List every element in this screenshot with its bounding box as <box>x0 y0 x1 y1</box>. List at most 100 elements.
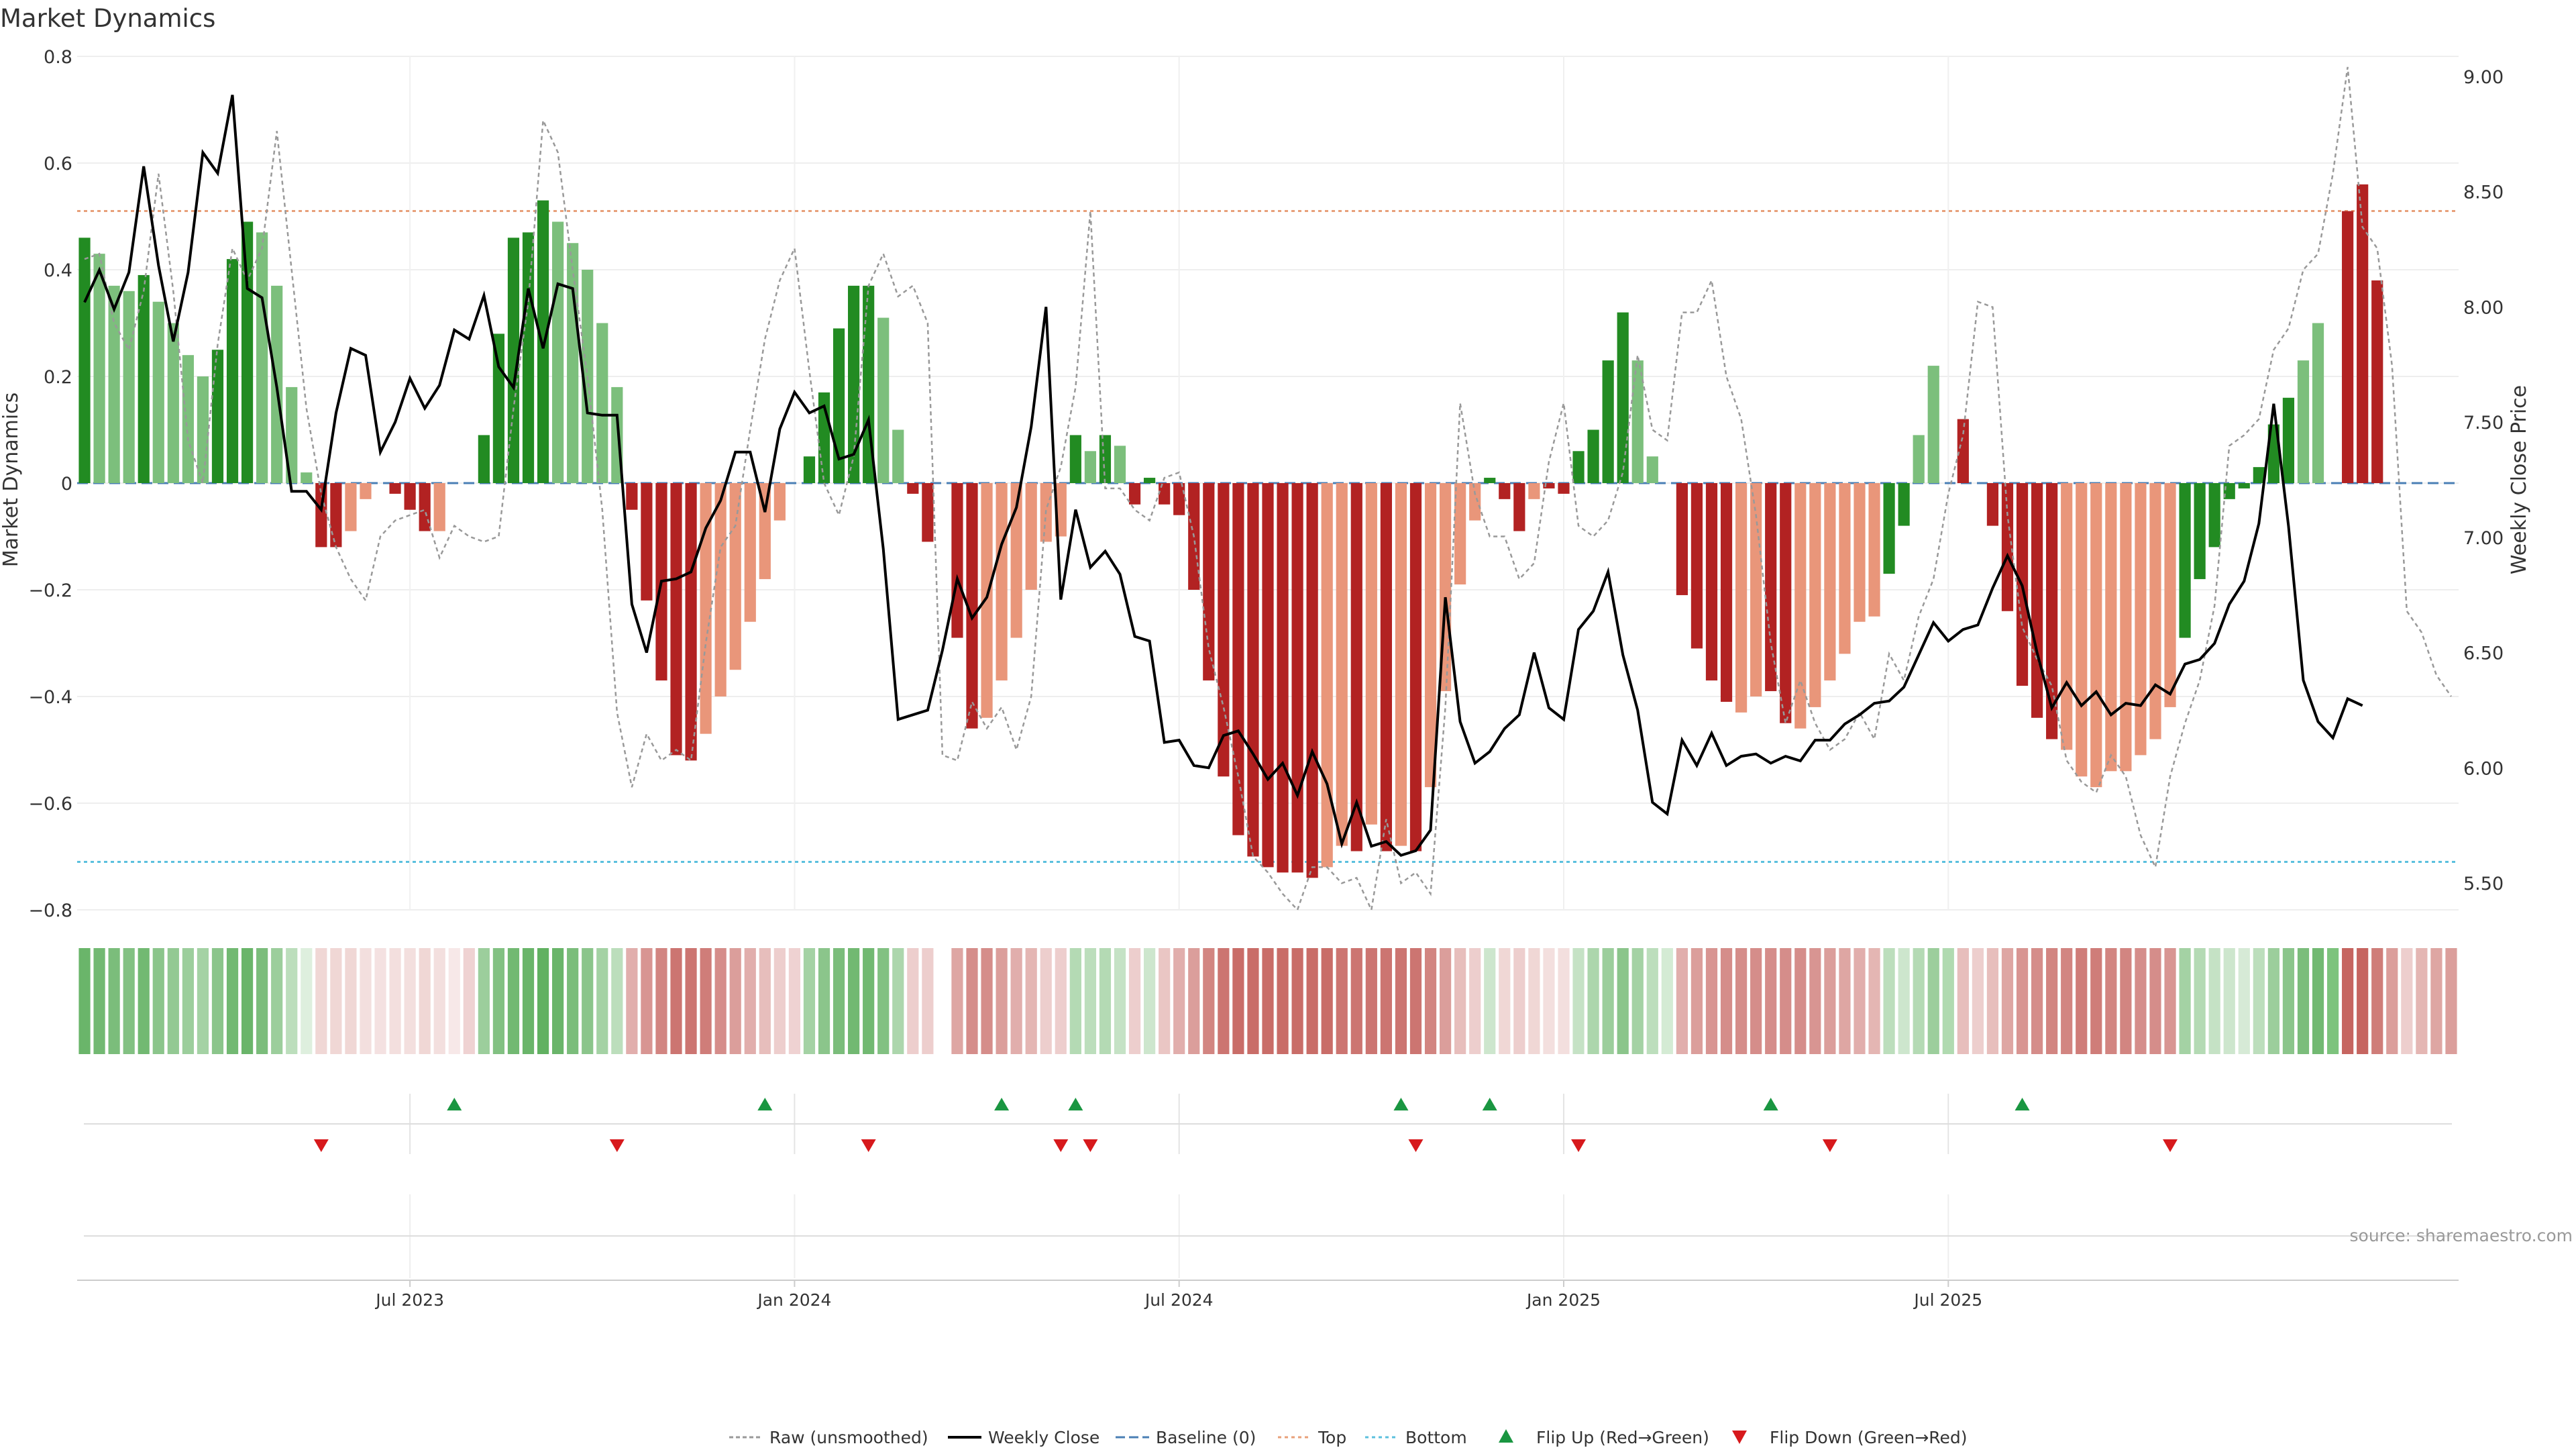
strip-cell <box>1780 948 1792 1054</box>
strip-cell <box>93 948 105 1054</box>
strip-cell <box>360 948 372 1054</box>
strip-cell <box>1499 948 1511 1054</box>
bar <box>1986 483 1999 526</box>
strip-cell <box>1705 948 1718 1054</box>
strip-cell <box>1395 948 1407 1054</box>
strip-cell <box>1040 948 1052 1054</box>
bar <box>1513 483 1525 531</box>
strip-cell <box>330 948 342 1054</box>
bar <box>1232 483 1244 835</box>
bar <box>2061 483 2073 750</box>
strip-cell <box>1055 948 1067 1054</box>
bar <box>1484 478 1496 483</box>
bar <box>1720 483 1733 702</box>
strip-cell <box>1069 948 1081 1054</box>
strip-cell <box>78 948 91 1054</box>
strip-cell <box>1942 948 1954 1054</box>
strip-cell <box>1587 948 1599 1054</box>
strip-cell <box>951 948 963 1054</box>
y-tick-label-left: −0.8 <box>28 900 72 921</box>
strip-cell <box>1232 948 1244 1054</box>
y-tick-label-left: 0.4 <box>44 260 72 281</box>
strip-cell <box>848 948 860 1054</box>
strip-cell <box>2267 948 2279 1054</box>
flip-down-marker <box>313 1139 329 1152</box>
strip-cell <box>374 948 386 1054</box>
strip-cell <box>1690 948 1703 1054</box>
strip-cell <box>1262 948 1274 1054</box>
bar <box>1218 483 1230 777</box>
strip-cell <box>907 948 919 1054</box>
strip-cell <box>478 948 490 1054</box>
y-tick-label-left: 0 <box>61 474 72 495</box>
bar <box>211 350 224 483</box>
bar <box>404 483 416 510</box>
strip-cell <box>286 948 298 1054</box>
flip-up-marker <box>994 1098 1010 1110</box>
strip-cell <box>729 948 741 1054</box>
bar <box>1631 360 1644 483</box>
strip-cell <box>301 948 313 1054</box>
strip-cell <box>1631 948 1644 1054</box>
strip-cell <box>1543 948 1555 1054</box>
bar <box>2312 323 2324 483</box>
strip-cell <box>1809 948 1821 1054</box>
bar <box>848 285 860 483</box>
source-note: source: sharemaestro.com <box>2350 1226 2573 1245</box>
bar <box>981 483 993 718</box>
bar <box>1291 483 1303 873</box>
strip-cell <box>1572 948 1585 1054</box>
strip-cell <box>2016 948 2029 1054</box>
strip-cell <box>833 948 845 1054</box>
bar <box>951 483 963 638</box>
bar <box>1572 451 1585 483</box>
flip-down-marker <box>1083 1139 1098 1152</box>
strip-cell <box>1661 948 1673 1054</box>
chart-title: Market Dynamics <box>0 4 215 33</box>
bar <box>492 333 505 483</box>
legend-label-baseline: Baseline (0) <box>1156 1428 1256 1447</box>
strip-cell <box>1617 948 1629 1054</box>
bar <box>714 483 727 696</box>
strip-cell <box>1986 948 1999 1054</box>
strip-cell <box>2253 948 2265 1054</box>
strip-cell <box>1010 948 1022 1054</box>
bar <box>966 483 978 729</box>
bar <box>744 483 756 622</box>
bar <box>2076 483 2088 777</box>
strip-cell <box>2238 948 2250 1054</box>
strip-cell <box>1321 948 1333 1054</box>
strip-cell <box>1469 948 1481 1054</box>
axes: 0.8 0.6 0.4 0.2 0 −0.2 −0.4 −0.6 −0.8 9.00 8.50 8.0… <box>28 47 2504 921</box>
bar <box>167 323 179 483</box>
bar <box>1336 483 1348 846</box>
raw-series-line <box>84 66 2453 913</box>
bar <box>2164 483 2176 707</box>
strip-cell <box>2416 948 2428 1054</box>
strip-cell <box>2297 948 2310 1054</box>
strip-cell <box>1439 948 1452 1054</box>
strip-cell <box>1159 948 1171 1054</box>
bar <box>360 483 372 499</box>
flip-down-marker <box>609 1139 625 1152</box>
bar <box>286 386 298 483</box>
bar <box>773 483 786 521</box>
bar <box>1839 483 1851 654</box>
strip-cell <box>152 948 164 1054</box>
strip-cell <box>1854 948 1866 1054</box>
strip-cell <box>1144 948 1156 1054</box>
bar <box>1365 483 1377 825</box>
strip-cell <box>1957 948 1969 1054</box>
legend: Raw (unsmoothed) Weekly Close Baseline (0)… <box>729 1428 1968 1447</box>
bar <box>301 472 313 483</box>
bar <box>759 483 771 580</box>
bar <box>2238 483 2250 488</box>
strip-cell <box>611 948 623 1054</box>
bar <box>1913 435 1925 483</box>
bar <box>152 301 164 483</box>
bar <box>1262 483 1274 868</box>
strip-cell <box>2001 948 2014 1054</box>
y-axis-left-label: Market Dynamics <box>0 393 23 568</box>
bar <box>507 238 520 483</box>
strip-cell <box>1218 948 1230 1054</box>
